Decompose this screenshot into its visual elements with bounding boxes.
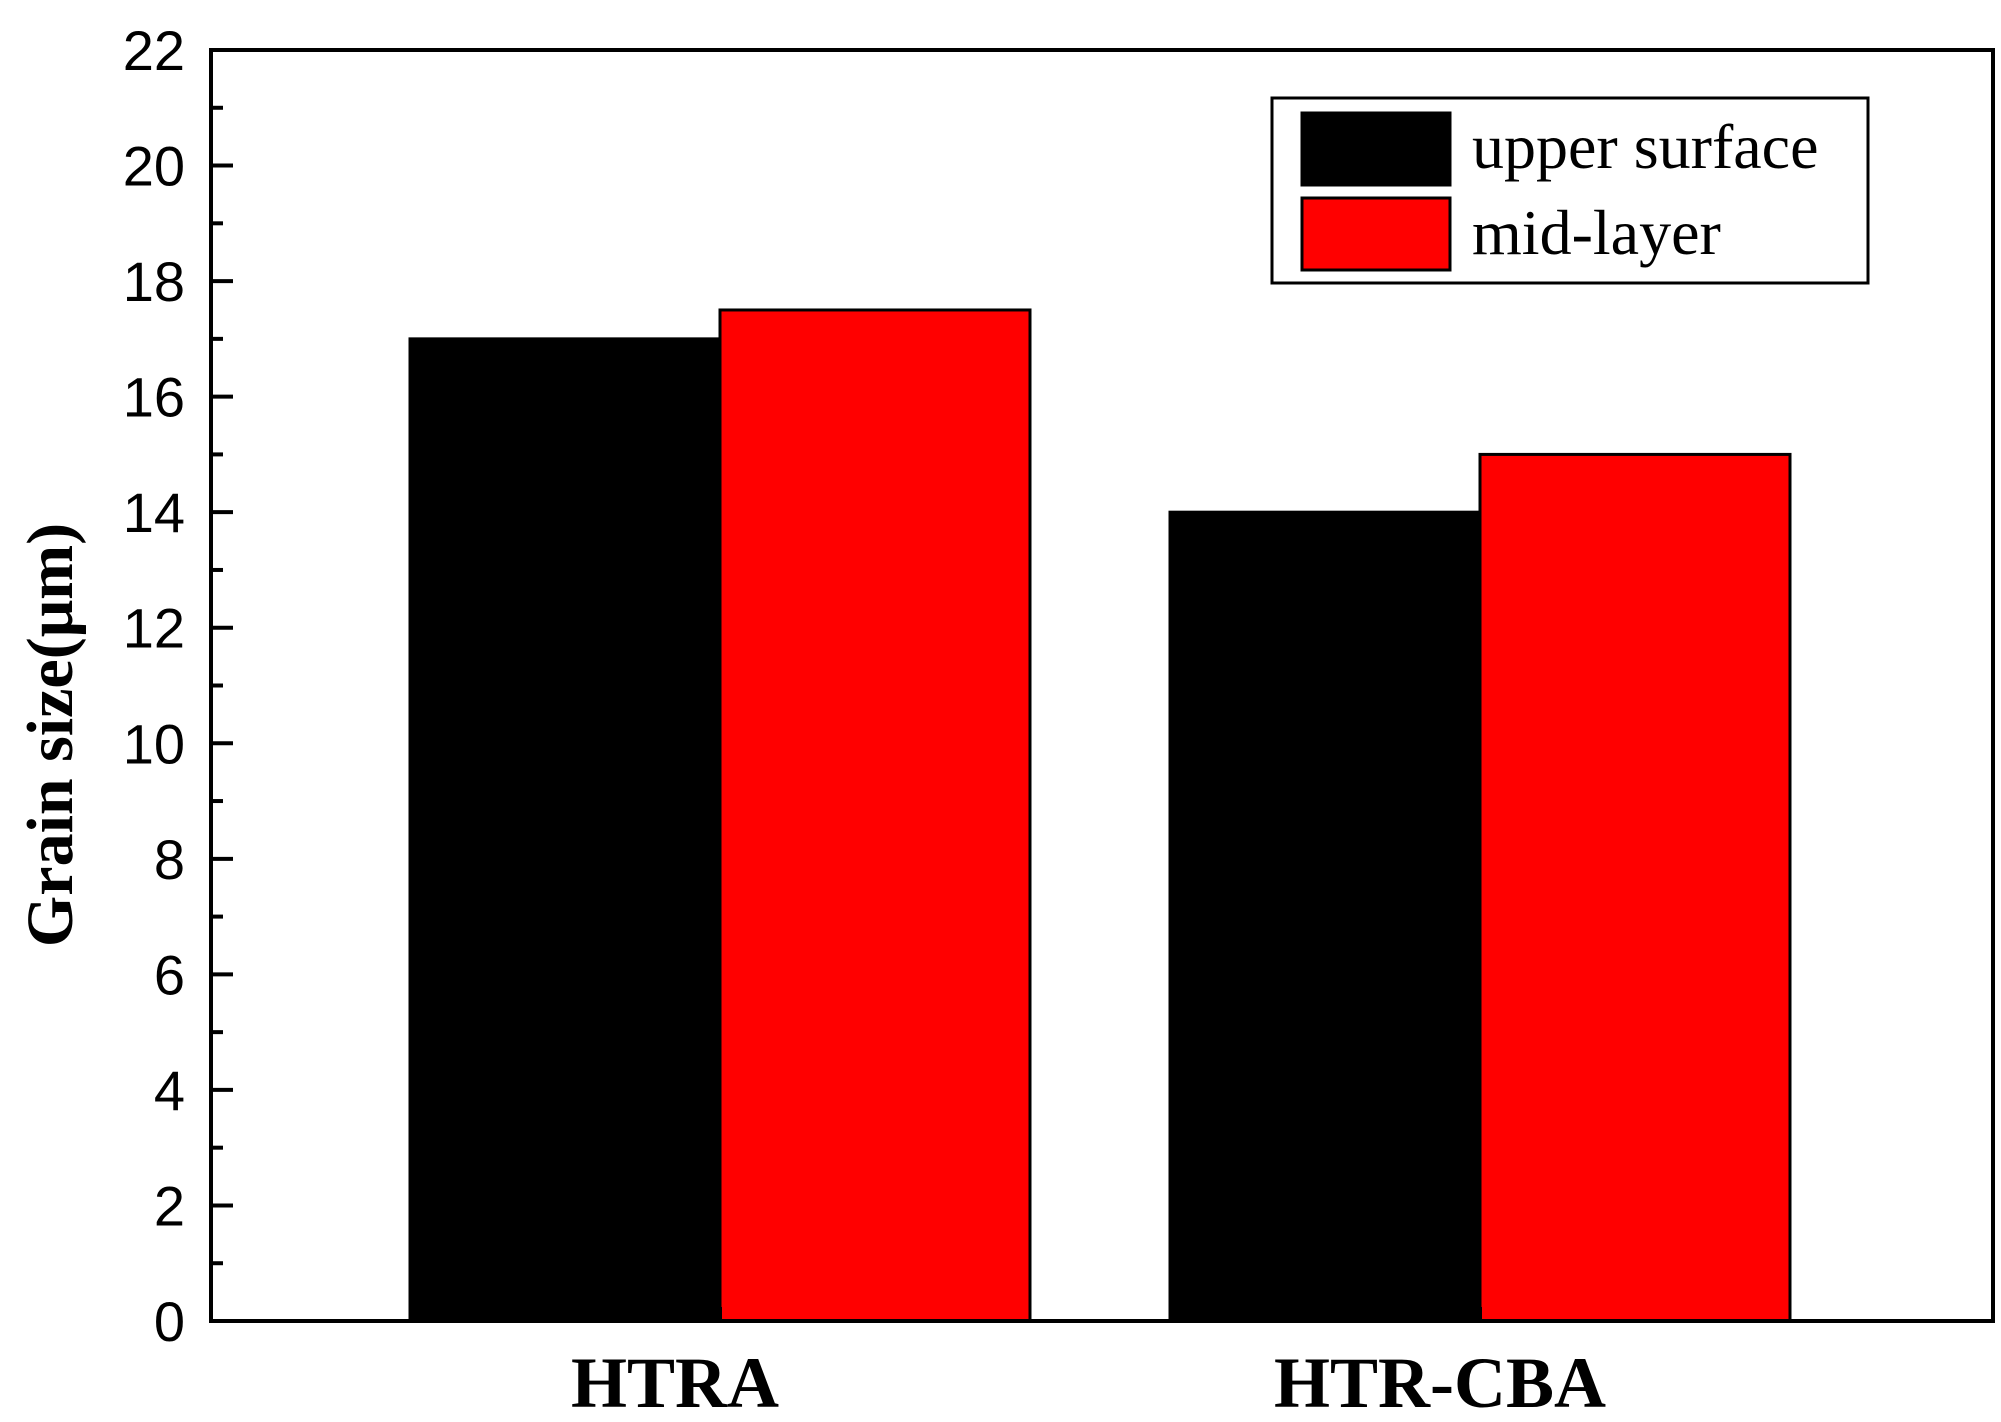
y-tick-label: 4 xyxy=(154,1059,185,1122)
legend: upper surface mid-layer xyxy=(1270,96,1870,285)
y-axis: 0 2 4 6 8 10 12 14 16 18 20 22 xyxy=(123,19,233,1353)
y-tick-label: 14 xyxy=(123,481,185,544)
y-tick-label: 20 xyxy=(123,135,185,198)
legend-swatch-upper-surface xyxy=(1300,111,1452,187)
y-tick-label: 18 xyxy=(123,250,185,313)
x-axis: HTRA HTR-CBA xyxy=(571,1307,1606,1422)
bar-mid-layer-1 xyxy=(1478,452,1792,1323)
y-tick-label: 22 xyxy=(123,19,185,82)
bar-mid-layer-0 xyxy=(718,308,1032,1323)
y-tick-label: 12 xyxy=(123,597,185,660)
legend-label-mid-layer: mid-layer xyxy=(1472,197,1721,268)
y-tick-label: 6 xyxy=(154,943,185,1006)
y-tick-label: 0 xyxy=(154,1290,185,1353)
y-tick-label: 16 xyxy=(123,366,185,429)
y-tick-label: 10 xyxy=(123,712,185,775)
y-tick-label: 2 xyxy=(154,1174,185,1237)
bars-layer xyxy=(408,308,1792,1323)
bar-upper-surface-0 xyxy=(408,337,722,1323)
x-category-label: HTR-CBA xyxy=(1274,1343,1606,1422)
legend-swatch-mid-layer xyxy=(1300,196,1452,272)
bar-upper-surface-1 xyxy=(1168,510,1482,1323)
y-tick-label: 8 xyxy=(154,828,185,891)
x-category-label: HTRA xyxy=(571,1343,779,1422)
plot-frame xyxy=(209,48,1995,1323)
legend-label-upper-surface: upper surface xyxy=(1472,111,1818,182)
y-axis-label: Grain size(μm) xyxy=(14,523,87,947)
